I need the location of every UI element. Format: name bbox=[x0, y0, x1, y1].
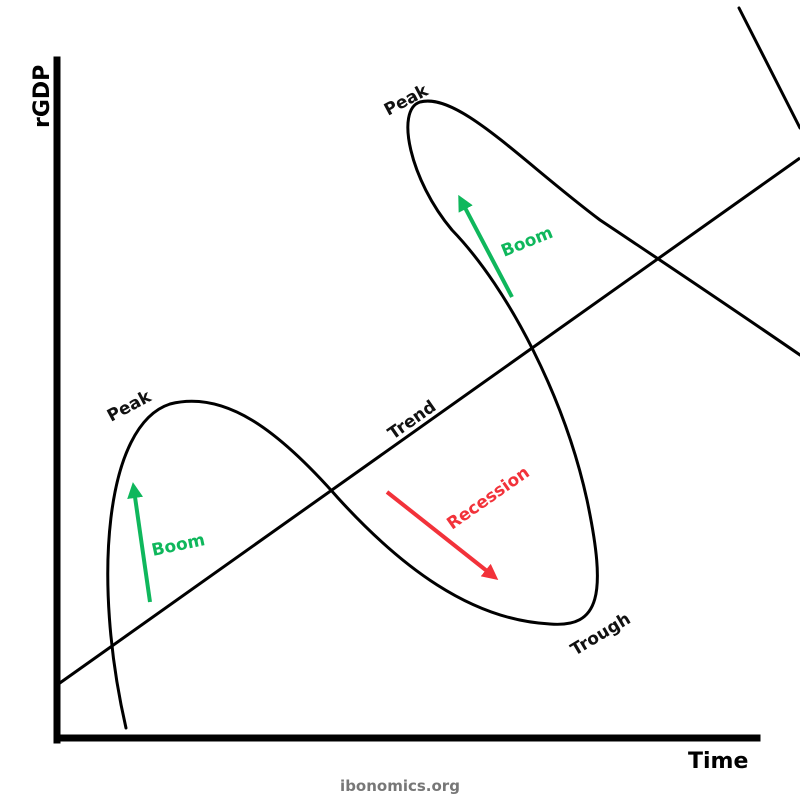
trough-label: Trough bbox=[567, 609, 634, 660]
recession-label: Recession bbox=[443, 463, 533, 534]
y-axis-label: rGDP bbox=[30, 65, 55, 128]
recession-arrow bbox=[385, 490, 499, 580]
business-cycle-curve bbox=[106, 99, 800, 730]
trend-line bbox=[56, 156, 800, 687]
boom-label-2: Boom bbox=[498, 223, 556, 262]
boom-arrow-1 bbox=[127, 482, 152, 603]
peak-label-2: Peak bbox=[381, 80, 432, 120]
footer-credit: ibonomics.org bbox=[340, 777, 460, 795]
x-axis-label: Time bbox=[688, 749, 748, 774]
boom-label-1: Boom bbox=[150, 530, 207, 561]
next-cycle-curve-segment bbox=[737, 6, 800, 130]
boom-arrow-2 bbox=[458, 194, 514, 298]
